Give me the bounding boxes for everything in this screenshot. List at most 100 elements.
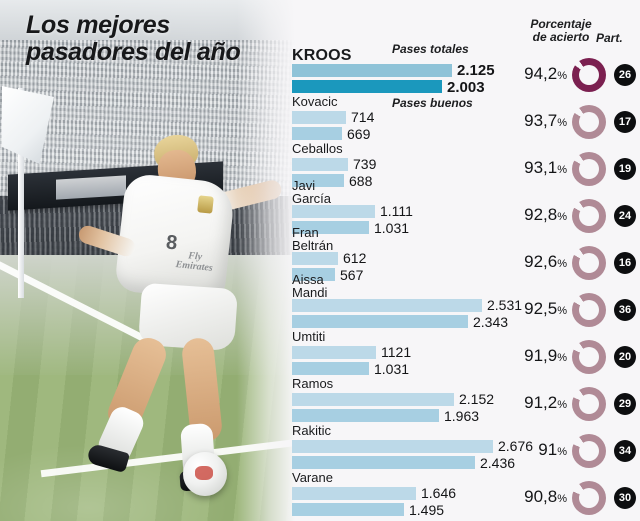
accuracy-percentage: 91,9% — [505, 346, 567, 366]
bar-total-passes — [292, 440, 493, 453]
bar-total-passes — [292, 158, 348, 171]
percent-symbol: % — [557, 70, 567, 82]
bar-total-passes — [292, 252, 338, 265]
player-name: Varane — [292, 470, 333, 485]
accuracy-value: 92,8 — [524, 205, 558, 224]
player-name: Javi García — [292, 178, 332, 206]
bar-group — [292, 299, 482, 328]
accuracy-donut — [572, 152, 606, 186]
bar-good-passes — [292, 315, 468, 328]
percent-symbol: % — [557, 117, 567, 129]
bar-group — [292, 487, 416, 516]
participation-badge: 24 — [614, 205, 636, 227]
percent-symbol: % — [557, 164, 567, 176]
accuracy-donut — [572, 293, 606, 327]
value-total-passes: 2.152 — [459, 391, 495, 407]
participation-badge: 19 — [614, 158, 636, 180]
shirt-sponsor: Fly Emirates — [175, 250, 214, 274]
header-participation: Part. — [596, 31, 623, 45]
bar-group — [292, 158, 348, 187]
accuracy-donut — [572, 434, 606, 468]
accuracy-value: 94,2 — [524, 64, 558, 83]
football — [183, 452, 227, 496]
player-name: Kovacic — [292, 94, 338, 109]
header-accuracy-line-1: Porcentaje — [530, 17, 592, 31]
bar-group — [292, 393, 454, 422]
bar-group — [292, 205, 375, 234]
participation-badge: 34 — [614, 440, 636, 462]
accuracy-percentage: 91,2% — [505, 393, 567, 413]
accuracy-value: 91,2 — [524, 393, 558, 412]
value-total-passes: 1121 — [381, 344, 412, 360]
photo-fade-overlay — [237, 0, 295, 521]
participation-badge: 26 — [614, 64, 636, 86]
bar-good-passes — [292, 268, 335, 281]
header-accuracy: Porcentaje de acierto — [522, 18, 600, 44]
bar-good-passes — [292, 127, 342, 140]
player-name: Umtiti — [292, 329, 326, 344]
bar-good-passes — [292, 221, 369, 234]
bar-total-passes — [292, 64, 452, 77]
player-name: Rakitic — [292, 423, 332, 438]
accuracy-value: 91,9 — [524, 346, 558, 365]
participation-badge: 30 — [614, 487, 636, 509]
bar-good-passes — [292, 409, 439, 422]
player-name: Ceballos — [292, 141, 343, 156]
value-total-passes: 714 — [351, 109, 375, 125]
participation-badge: 17 — [614, 111, 636, 133]
club-crest — [197, 195, 214, 214]
percent-symbol: % — [557, 352, 567, 364]
percent-symbol: % — [557, 211, 567, 223]
accuracy-donut — [572, 340, 606, 374]
page-title: Los mejores pasadores del año — [26, 12, 288, 66]
percent-symbol: % — [557, 446, 567, 458]
participation-badge: 36 — [614, 299, 636, 321]
accuracy-donut — [572, 246, 606, 280]
header-accuracy-line-2: de acierto — [532, 30, 590, 44]
accuracy-percentage: 90,8% — [505, 487, 567, 507]
bar-total-passes — [292, 111, 346, 124]
bar-group — [292, 64, 452, 93]
corner-flag-pole — [18, 88, 24, 298]
bar-group — [292, 346, 376, 375]
value-good-passes: 2.003 — [447, 79, 485, 96]
value-good-passes: 1.031 — [374, 361, 410, 377]
value-good-passes: 567 — [340, 267, 364, 283]
value-total-passes: 612 — [343, 250, 367, 266]
bar-good-passes — [292, 174, 344, 187]
participation-badge: 29 — [614, 393, 636, 415]
value-good-passes: 2.343 — [473, 314, 509, 330]
value-good-passes: 2.436 — [480, 455, 516, 471]
title-line-2: pasadores del año — [26, 38, 241, 66]
accuracy-value: 91 — [538, 440, 558, 459]
accuracy-percentage: 93,7% — [505, 111, 567, 131]
bar-good-passes — [292, 362, 369, 375]
bar-total-passes — [292, 346, 376, 359]
title-line-1: Los mejores — [26, 11, 170, 39]
accuracy-percentage: 94,2% — [505, 64, 567, 84]
accuracy-donut — [572, 58, 606, 92]
accuracy-donut — [572, 481, 606, 515]
value-good-passes: 688 — [349, 173, 373, 189]
bar-total-passes — [292, 299, 482, 312]
accuracy-percentage: 92,5% — [505, 299, 567, 319]
accuracy-percentage: 92,6% — [505, 252, 567, 272]
accuracy-percentage: 93,1% — [505, 158, 567, 178]
bar-group — [292, 252, 338, 281]
accuracy-percentage: 91% — [505, 440, 567, 460]
percent-symbol: % — [557, 305, 567, 317]
value-good-passes: 1.495 — [409, 502, 445, 518]
value-total-passes: 2.531 — [487, 297, 523, 313]
player-name: Ramos — [292, 376, 334, 391]
value-total-passes: 2.125 — [457, 62, 495, 79]
player-name: KROOS — [292, 47, 352, 64]
accuracy-value: 90,8 — [524, 487, 558, 506]
value-total-passes: 1.111 — [380, 203, 413, 219]
accuracy-percentage: 92,8% — [505, 205, 567, 225]
participation-badge: 20 — [614, 346, 636, 368]
bar-total-passes — [292, 487, 416, 500]
accuracy-value: 93,7 — [524, 111, 558, 130]
shirt-number: 8 — [164, 231, 179, 255]
value-good-passes: 1.963 — [444, 408, 480, 424]
